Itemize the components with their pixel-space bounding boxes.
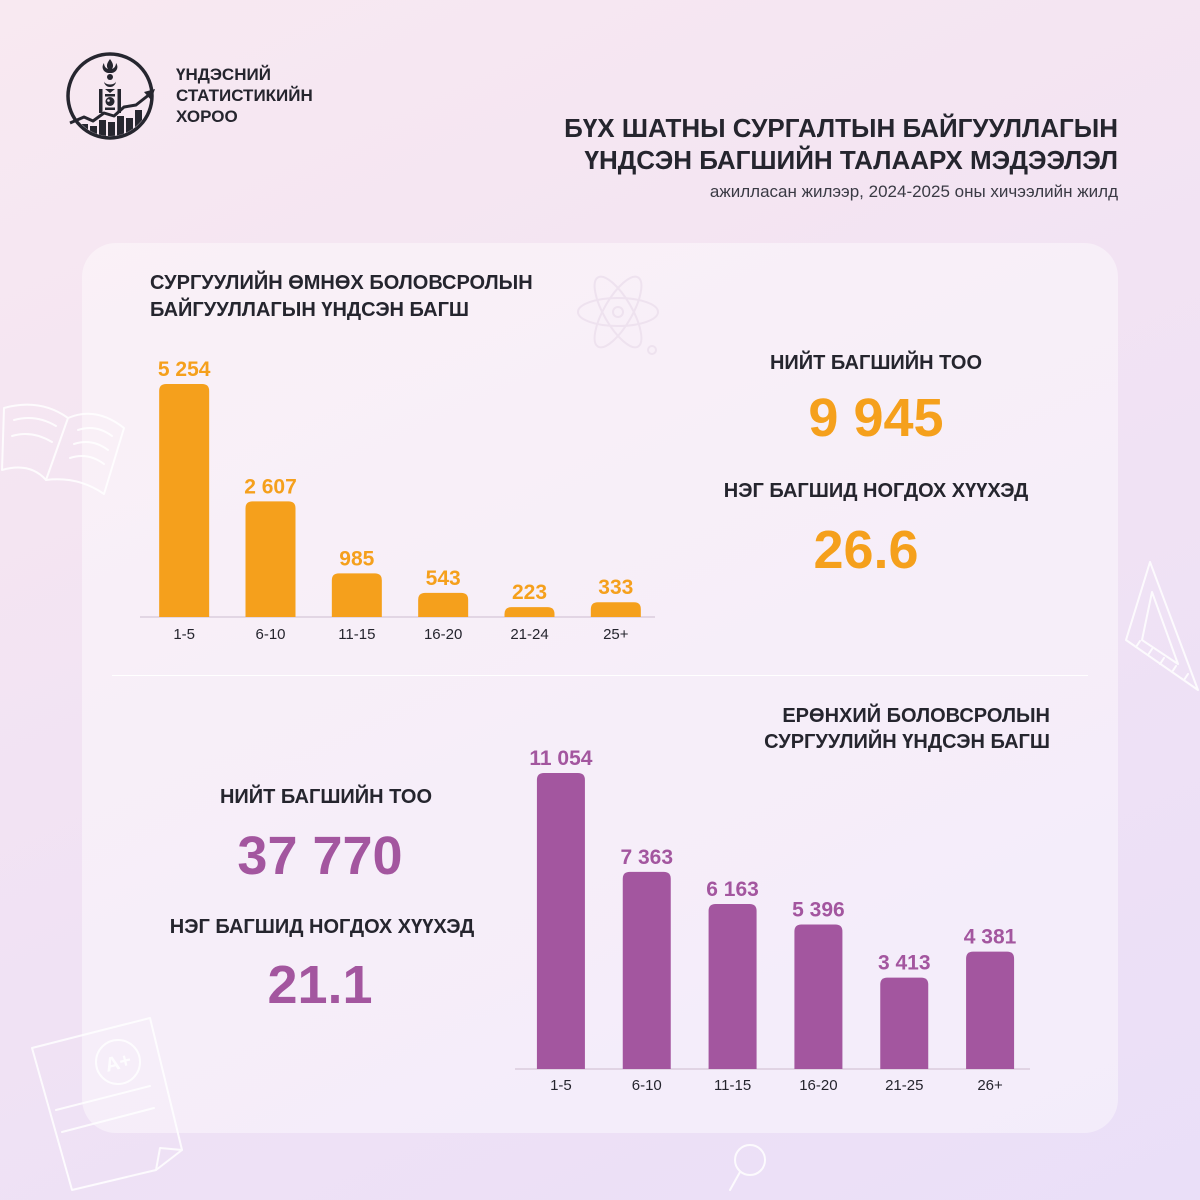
general-category-label-11-15: 11-15 <box>714 1077 751 1094</box>
page-title-line: ҮНДСЭН БАГШИЙН ТАЛААРХ МЭДЭЭЛЭЛ <box>584 145 1118 175</box>
triangle-ruler-icon <box>1125 561 1199 691</box>
preschool-bar-6-10 <box>245 501 296 617</box>
general-bar-21-25 <box>880 977 929 1069</box>
general-bar-16-20 <box>794 924 843 1069</box>
page-title-line: БҮХ ШАТНЫ СУРГАЛТЫН БАЙГУУЛЛАГЫН <box>564 113 1118 143</box>
general-total-value: 37 770 <box>237 826 403 886</box>
preschool-bar-1-5 <box>159 384 210 617</box>
general-total-label: НИЙТ БАГШИЙН ТОО <box>219 786 433 808</box>
org-name-line: СТАТИСТИКИЙН <box>176 86 313 105</box>
general-ratio-value: 21.1 <box>267 955 373 1015</box>
section-divider <box>112 675 1088 676</box>
graded-paper-icon: A+ <box>31 1017 183 1191</box>
preschool-value-label-6-10: 2 607 <box>244 475 297 498</box>
general-bar-11-15 <box>708 903 757 1069</box>
page-title: БҮХ ШАТНЫ СУРГАЛТЫН БАЙГУУЛЛАГЫН ҮНДСЭН … <box>564 112 1118 176</box>
preschool-category-label-6-10: 6-10 <box>255 626 285 643</box>
preschool-total-label: НИЙТ БАГШИЙН ТОО <box>769 352 983 374</box>
general-chart-title: ЕРӨНХИЙ БОЛОВСРОЛЫН СУРГУУЛИЙН ҮНДСЭН БА… <box>764 703 1050 755</box>
org-name-line: ХОРОО <box>176 107 238 126</box>
preschool-chart-title: СУРГУУЛИЙН ӨМНӨХ БОЛОВСРОЛЫН БАЙГУУЛЛАГЫ… <box>150 270 533 324</box>
preschool-chart-title-line: СУРГУУЛИЙН ӨМНӨХ БОЛОВСРОЛЫН <box>150 272 533 294</box>
yin-yang-dot <box>107 99 110 102</box>
org-name: ҮНДЭСНИЙ СТАТИСТИКИЙН ХОРОО <box>176 64 313 127</box>
nso-logo <box>66 52 155 140</box>
growth-arrow-head <box>144 89 155 100</box>
general-value-label-11-15: 6 163 <box>706 878 759 901</box>
preschool-teachers-bar-chart: 5 254 1-5 2 607 6-10 985 11-15 543 16-20 223 21-2… <box>140 358 655 643</box>
general-value-label-21-25: 3 413 <box>878 952 931 975</box>
preschool-ratio-label: НЭГ БАГШИД НОГДОХ ХҮҮХЭД <box>723 480 1029 502</box>
general-chart-title-line: СУРГУУЛИЙН ҮНДСЭН БАГШ <box>764 731 1050 753</box>
general-category-label-1-5: 1-5 <box>550 1077 572 1094</box>
general-bar-6-10 <box>622 871 671 1069</box>
soyombo-emblem-icon <box>99 59 121 113</box>
general-education-teachers-bar-chart: 11 054 1-5 7 363 6-10 6 163 11-15 5 396 16-20 3 … <box>515 747 1030 1094</box>
content-card <box>82 243 1118 1133</box>
preschool-category-label-11-15: 11-15 <box>338 626 375 643</box>
preschool-ratio-value: 26.6 <box>813 520 919 580</box>
preschool-category-label-1-5: 1-5 <box>173 626 195 643</box>
general-value-label-1-5: 11 054 <box>529 747 592 770</box>
growth-arrow-line <box>69 92 151 125</box>
general-bar-26-plus <box>966 951 1015 1069</box>
preschool-bar-16-20 <box>418 592 469 617</box>
preschool-bar-25-plus <box>590 602 641 617</box>
preschool-bar-21-24 <box>504 607 555 617</box>
preschool-chart-title-line: БАЙГУУЛЛАГЫН ҮНДСЭН БАГШ <box>150 299 470 321</box>
atom-icon <box>577 275 659 355</box>
general-bar-1-5 <box>536 773 585 1069</box>
general-chart-title-line: ЕРӨНХИЙ БОЛОВСРОЛЫН <box>782 705 1050 727</box>
general-ratio-label: НЭГ БАГШИД НОГДОХ ХҮҮХЭД <box>169 916 475 938</box>
general-value-label-26-plus: 4 381 <box>964 926 1017 949</box>
magnifier-icon <box>729 1144 766 1191</box>
preschool-value-label-25-plus: 333 <box>598 576 633 599</box>
preschool-category-label-25-plus: 25+ <box>603 626 629 643</box>
page-subtitle: ажилласан жилээр, 2024-2025 оны хичээлий… <box>709 182 1118 201</box>
preschool-value-label-1-5: 5 254 <box>158 358 211 381</box>
general-category-label-21-25: 21-25 <box>885 1077 923 1094</box>
general-value-label-16-20: 5 396 <box>792 899 845 922</box>
preschool-value-label-21-24: 223 <box>512 581 547 604</box>
preschool-value-label-16-20: 543 <box>426 567 461 590</box>
general-category-label-16-20: 16-20 <box>799 1077 837 1094</box>
preschool-category-label-21-24: 21-24 <box>510 626 548 643</box>
open-book-icon <box>1 403 125 495</box>
general-category-label-6-10: 6-10 <box>632 1077 662 1094</box>
general-value-label-6-10: 7 363 <box>620 846 673 869</box>
preschool-total-value: 9 945 <box>808 388 944 448</box>
preschool-category-label-16-20: 16-20 <box>424 626 462 643</box>
preschool-value-label-11-15: 985 <box>339 547 374 570</box>
preschool-bar-11-15 <box>331 573 382 617</box>
org-name-line: ҮНДЭСНИЙ <box>176 65 271 84</box>
general-category-label-26-plus: 26+ <box>977 1077 1003 1094</box>
